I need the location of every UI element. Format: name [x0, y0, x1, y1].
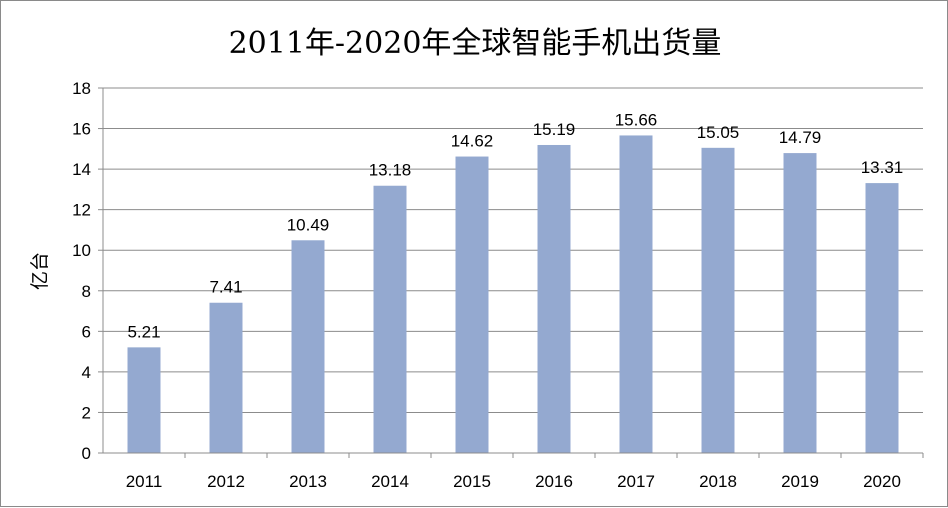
data-label: 5.21	[127, 322, 160, 341]
data-label: 14.79	[779, 128, 822, 147]
y-tick-label: 12	[72, 201, 91, 220]
y-tick-label: 8	[82, 282, 91, 301]
y-tick-label: 16	[72, 120, 91, 139]
x-tick-label: 2014	[371, 472, 409, 491]
data-label: 15.05	[697, 123, 740, 142]
bar	[373, 185, 407, 453]
y-tick-label: 14	[72, 160, 91, 179]
x-tick-label: 2019	[781, 472, 819, 491]
y-tick-label: 4	[82, 363, 91, 382]
data-label: 10.49	[287, 215, 330, 234]
x-tick-label: 2015	[453, 472, 491, 491]
y-tick-label: 2	[82, 403, 91, 422]
bar	[455, 156, 489, 454]
x-tick-label: 2017	[617, 472, 655, 491]
bar	[701, 147, 735, 453]
bar	[619, 135, 653, 453]
y-tick-label: 6	[82, 322, 91, 341]
bar	[783, 153, 817, 453]
data-label: 14.62	[451, 132, 494, 151]
y-axis-label: 亿台	[29, 252, 51, 290]
chart-title: 2011年-2020年全球智能手机出货量	[229, 26, 722, 61]
data-label: 15.66	[615, 110, 658, 129]
labels: 0 2 4 6 8 10 12 14 16 18 2011 5.21 2012 7.41 2013 10.49…	[72, 79, 903, 491]
data-label: 13.18	[369, 161, 412, 180]
axes	[98, 87, 924, 458]
x-tick-label: 2020	[863, 472, 901, 491]
data-label: 15.19	[533, 120, 576, 139]
x-tick-label: 2012	[207, 472, 245, 491]
bar	[865, 183, 899, 453]
data-label: 7.41	[209, 278, 242, 297]
y-tick-label: 10	[72, 241, 91, 260]
y-tick-label: 0	[82, 444, 91, 463]
x-tick-label: 2018	[699, 472, 737, 491]
bar	[537, 144, 571, 453]
x-tick-label: 2013	[289, 472, 327, 491]
bar	[127, 347, 161, 453]
bar	[209, 302, 243, 453]
bar	[291, 240, 325, 453]
y-tick-label: 18	[72, 79, 91, 98]
bars	[127, 135, 899, 454]
data-label: 13.31	[861, 158, 904, 177]
x-tick-label: 2011	[126, 472, 163, 491]
x-tick-label: 2016	[535, 472, 573, 491]
